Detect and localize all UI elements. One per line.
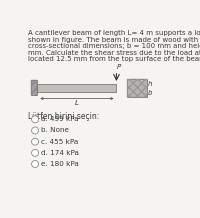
Text: c. 455 kPa: c. 455 kPa — [41, 139, 79, 145]
Circle shape — [32, 127, 39, 134]
Text: mm. Calculate the shear stress due to the load at points: mm. Calculate the shear stress due to th… — [28, 50, 200, 56]
Text: b: b — [148, 90, 153, 96]
Text: e. 180 kPa: e. 180 kPa — [41, 161, 79, 167]
Text: shown in figure. The beam is made of wood with rectangular: shown in figure. The beam is made of woo… — [28, 37, 200, 43]
Bar — [127, 78, 147, 97]
Text: cross-sectional dimensions; b = 100 mm and height h = 185: cross-sectional dimensions; b = 100 mm a… — [28, 43, 200, 49]
Text: a. 499 kPa: a. 499 kPa — [41, 116, 79, 122]
Text: P: P — [117, 64, 121, 70]
Bar — [37, 84, 116, 92]
Text: Lütfen birini seçin:: Lütfen birini seçin: — [28, 112, 99, 121]
Text: located 12.5 mm from the top surface of the beam.: located 12.5 mm from the top surface of … — [28, 56, 200, 62]
Bar — [31, 80, 37, 95]
Bar — [127, 78, 147, 97]
Text: b. None: b. None — [41, 128, 69, 133]
Bar — [31, 80, 37, 95]
Text: d. 174 kPa: d. 174 kPa — [41, 150, 79, 156]
Circle shape — [32, 138, 39, 145]
Text: L: L — [75, 100, 79, 106]
Text: h: h — [148, 81, 153, 87]
Text: A cantilever beam of length L= 4 m supports a load P = 8.5 kN,: A cantilever beam of length L= 4 m suppo… — [28, 30, 200, 36]
Circle shape — [32, 116, 39, 123]
Circle shape — [32, 160, 39, 167]
Circle shape — [32, 149, 39, 156]
